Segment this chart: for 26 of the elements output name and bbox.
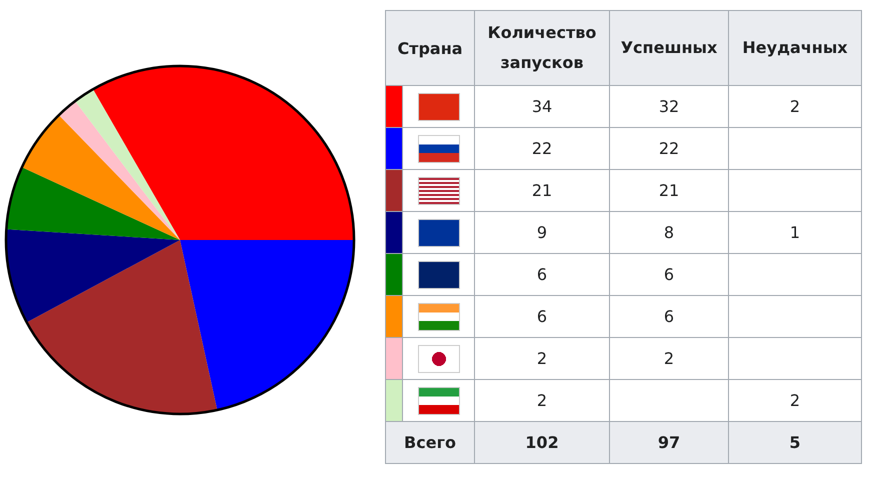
text: Неудачных xyxy=(728,10,862,86)
text: 6 xyxy=(610,296,728,338)
text: 2 xyxy=(728,86,862,128)
text: 34 xyxy=(474,86,610,128)
text: 2 xyxy=(474,338,610,380)
text: 8 xyxy=(610,212,728,254)
text: 6 xyxy=(610,254,728,296)
text: 32 xyxy=(610,86,728,128)
text: 6 xyxy=(474,254,610,296)
text: Успешных xyxy=(610,10,728,86)
text: 5 xyxy=(728,422,862,464)
text: 102 xyxy=(474,422,610,464)
text: Всего xyxy=(386,422,474,464)
text: 21 xyxy=(474,170,610,212)
text: 2 xyxy=(610,338,728,380)
text: 2 xyxy=(728,380,862,422)
text: 9 xyxy=(474,212,610,254)
text: Страна xyxy=(386,10,474,86)
text: 22 xyxy=(610,128,728,170)
text: 22 xyxy=(474,128,610,170)
text: 1 xyxy=(728,212,862,254)
text: 2 xyxy=(474,380,610,422)
text: Количество запусков xyxy=(474,10,610,86)
text: 97 xyxy=(610,422,728,464)
text: 21 xyxy=(610,170,728,212)
text: 6 xyxy=(474,296,610,338)
